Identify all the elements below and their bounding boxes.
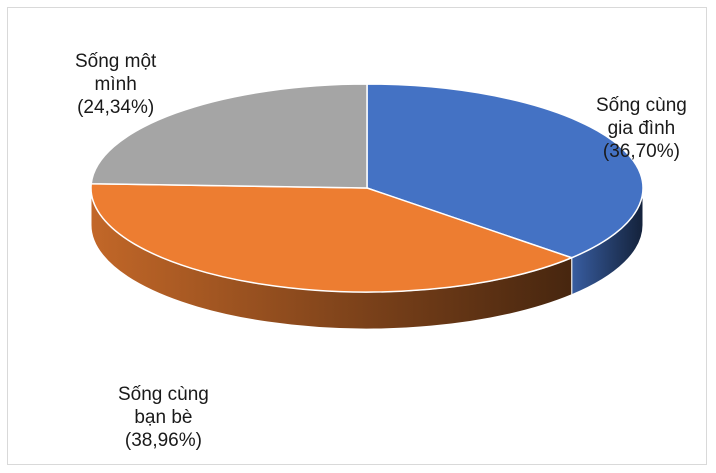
slice-label-alone: Sống một mình (24,34%) xyxy=(75,51,157,118)
slice-top xyxy=(366,83,644,259)
slice-top xyxy=(90,182,573,293)
slice-label-friends: Sống cùng bạn bè (38,96%) xyxy=(118,384,209,451)
slice-top xyxy=(90,83,368,189)
slice-label-family: Sống cùng gia đình (36,70%) xyxy=(596,95,687,162)
pie-top xyxy=(90,83,644,293)
